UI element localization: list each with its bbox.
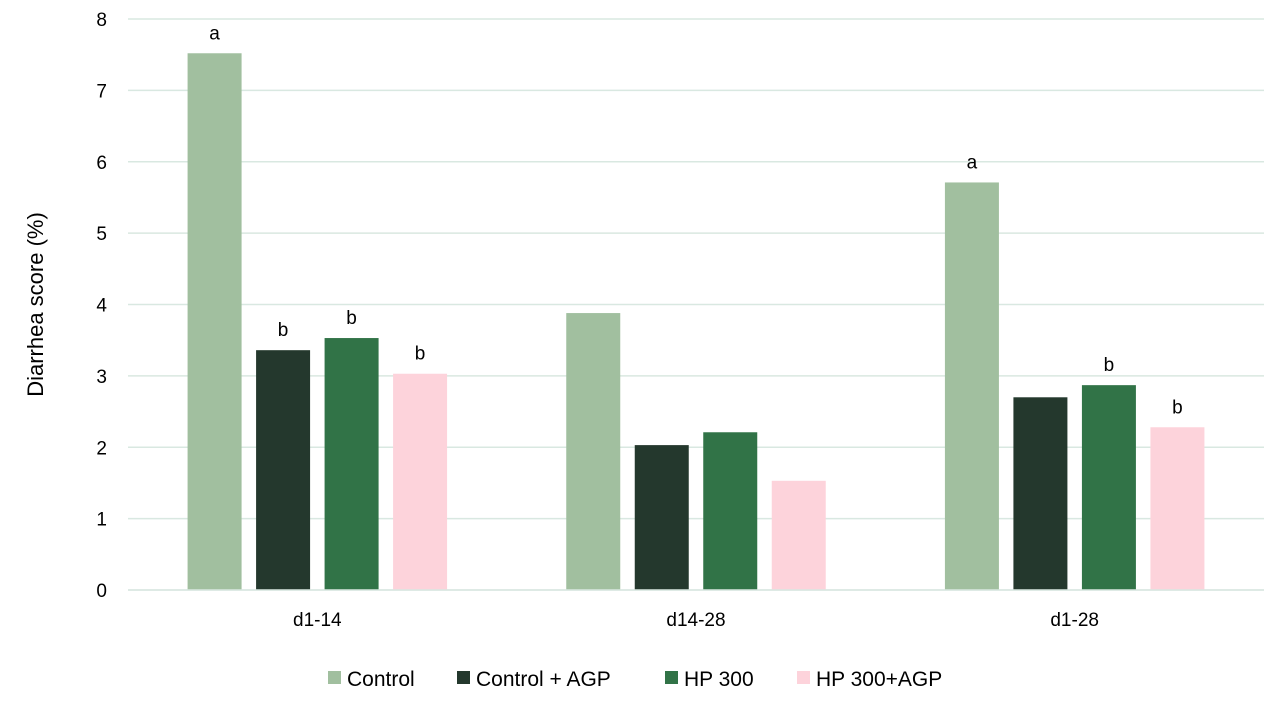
- x-tick-label: d1-14: [293, 610, 342, 631]
- y-tick-label: 4: [96, 296, 107, 317]
- bar-hp-300-agp-d1-14: [393, 373, 448, 590]
- legend-swatch: [797, 671, 810, 684]
- data-label: b: [1104, 355, 1115, 376]
- y-tick-label: 2: [96, 438, 107, 459]
- y-tick-label: 8: [96, 10, 107, 31]
- bar-hp-300-d1-28: [1081, 385, 1136, 590]
- data-label: b: [1172, 397, 1183, 418]
- data-label: b: [415, 344, 426, 365]
- x-tick-label: d14-28: [666, 610, 725, 631]
- bar-hp-300-d1-14: [324, 338, 379, 590]
- bar-control-agp-d1-28: [1013, 397, 1068, 590]
- bar-hp-300-d14-28: [703, 432, 758, 590]
- legend-item-label: HP 300: [684, 668, 754, 691]
- y-tick-label: 7: [96, 81, 107, 102]
- y-tick-label: 1: [96, 510, 107, 531]
- bar-control-d1-28: [944, 182, 999, 591]
- y-axis-label: Diarrhea score (%): [23, 212, 48, 397]
- y-tick-label: 3: [96, 367, 107, 388]
- bar-control-d14-28: [566, 313, 621, 590]
- y-tick-label: 5: [96, 224, 107, 245]
- data-label: a: [209, 23, 220, 44]
- x-tick-label: d1-28: [1050, 610, 1099, 631]
- bar-control-d1-14: [187, 53, 242, 590]
- y-tick-label: 0: [96, 581, 107, 602]
- legend-item-label: Control: [347, 668, 415, 691]
- bar-hp-300-agp-d14-28: [771, 480, 826, 590]
- data-label: b: [278, 320, 289, 341]
- legend-item-label: Control + AGP: [476, 668, 611, 691]
- data-label: a: [967, 152, 978, 173]
- legend-swatch: [457, 671, 470, 684]
- legend-swatch: [665, 671, 678, 684]
- data-label: b: [346, 308, 357, 329]
- y-tick-label: 6: [96, 153, 107, 174]
- bar-control-agp-d1-14: [256, 350, 311, 590]
- bar-control-agp-d14-28: [634, 445, 689, 590]
- legend-swatch: [328, 671, 341, 684]
- legend-item-label: HP 300+AGP: [816, 668, 942, 691]
- bar-hp-300-agp-d1-28: [1150, 427, 1205, 590]
